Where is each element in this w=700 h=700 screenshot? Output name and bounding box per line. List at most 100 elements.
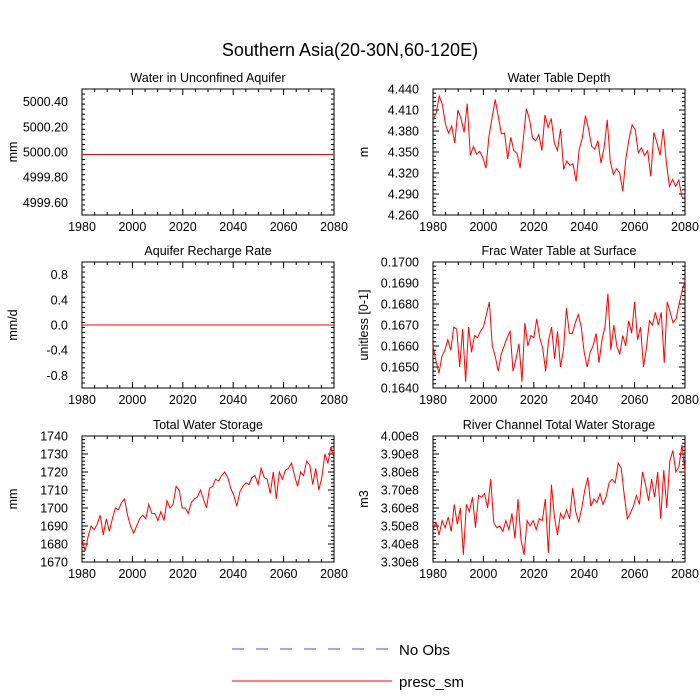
- y-tick-label: 3.50e8: [381, 520, 419, 534]
- y-tick-label: 0.1700: [381, 256, 419, 270]
- x-tick-label: 2060: [621, 393, 649, 407]
- x-tick-label: 2040: [570, 393, 598, 407]
- panel-aquifer-recharge-rate: Aquifer Recharge Rate mm/d 1980 2000 2020 204…: [6, 244, 348, 407]
- panel-water-in-unconfined-aquifer: Water in Unconfined Aquifer mm 1980 2000 202…: [6, 71, 348, 234]
- y-tick-label: 1740: [40, 430, 68, 444]
- x-tick-label: 2040: [219, 393, 247, 407]
- y-tick-label: -0.8: [46, 369, 68, 383]
- y-tick-label: 0.0: [51, 319, 68, 333]
- y-axis-label: mm/d: [6, 309, 20, 340]
- x-tick-label: 2080: [320, 567, 348, 581]
- plot-frame: [432, 261, 686, 389]
- panel-total-water-storage: Total Water Storage mm 1980 2000 2020 2040 206…: [6, 418, 348, 581]
- y-tick-label: 4.440: [388, 83, 419, 97]
- y-tick-label: 4999.80: [23, 171, 68, 185]
- y-tick-label: 1690: [40, 520, 68, 534]
- y-tick-label: 1700: [40, 502, 68, 516]
- x-tick-label: 1980: [419, 567, 447, 581]
- y-tick-label: 5000.00: [23, 146, 68, 160]
- y-tick-label: 1670: [40, 556, 68, 570]
- x-tick-label: 2080: [671, 567, 699, 581]
- series-line-presc-sm: [432, 444, 686, 555]
- y-tick-label: 5000.40: [23, 95, 68, 109]
- y-tick-label: 3.60e8: [381, 502, 419, 516]
- y-tick-label: 3.70e8: [381, 484, 419, 498]
- y-tick-label: 1730: [40, 448, 68, 462]
- y-tick-label: 5000.20: [23, 120, 68, 134]
- x-tick-label: 2060: [621, 567, 649, 581]
- y-tick-label: 0.1640: [381, 382, 419, 396]
- y-tick-label: -0.4: [46, 344, 68, 358]
- panel-title: River Channel Total Water Storage: [463, 418, 656, 432]
- y-tick-label: 4.410: [388, 104, 419, 118]
- series-line-presc-sm: [432, 280, 686, 382]
- x-tick-label: 2020: [169, 220, 197, 234]
- y-tick-label: 0.8: [51, 268, 68, 282]
- y-tick-label: 3.90e8: [381, 448, 419, 462]
- y-tick-label: 1720: [40, 466, 68, 480]
- y-tick-label: 0.1690: [381, 277, 419, 291]
- x-tick-label: 2080: [320, 220, 348, 234]
- x-tick-label: 2060: [270, 567, 298, 581]
- series-line-presc-sm: [81, 446, 335, 552]
- y-axis-label: unitless [0-1]: [357, 290, 371, 361]
- y-tick-label: 0.4: [51, 293, 68, 307]
- legend: No Obs presc_sm: [232, 642, 464, 691]
- panel-water-table-depth: Water Table Depth m 1980 2000 2020 2040 2060 20…: [357, 71, 699, 234]
- x-tick-label: 2000: [118, 393, 146, 407]
- x-tick-label: 1980: [419, 220, 447, 234]
- x-tick-label: 2000: [469, 567, 497, 581]
- panel-title: Total Water Storage: [153, 418, 263, 432]
- x-tick-label: 2080: [671, 393, 699, 407]
- y-tick-label: 4.380: [388, 125, 419, 139]
- legend-label-no-obs: No Obs: [399, 642, 450, 659]
- y-tick-label: 3.40e8: [381, 538, 419, 552]
- plot-frame: [81, 88, 335, 216]
- series-line-presc-sm: [432, 94, 686, 200]
- panel-river-channel-total-water-storage: River Channel Total Water Storage m3 1980 2…: [357, 418, 699, 581]
- x-tick-label: 1980: [68, 567, 96, 581]
- x-tick-label: 2020: [520, 393, 548, 407]
- x-tick-label: 2000: [469, 393, 497, 407]
- y-tick-label: 4.00e8: [381, 430, 419, 444]
- panel-title: Water in Unconfined Aquifer: [130, 71, 285, 85]
- x-tick-label: 2080: [320, 393, 348, 407]
- x-tick-label: 2060: [270, 393, 298, 407]
- y-tick-label: 0.1680: [381, 298, 419, 312]
- x-tick-label: 2040: [219, 220, 247, 234]
- x-tick-label: 2080: [671, 220, 699, 234]
- x-tick-label: 2040: [219, 567, 247, 581]
- y-tick-label: 4999.60: [23, 196, 68, 210]
- y-tick-label: 1680: [40, 538, 68, 552]
- x-tick-label: 2040: [570, 567, 598, 581]
- x-tick-label: 2040: [570, 220, 598, 234]
- panel-title: Frac Water Table at Surface: [482, 244, 637, 258]
- panels: Water in Unconfined Aquifer mm 1980 2000 202…: [6, 71, 699, 581]
- x-tick-label: 2020: [169, 393, 197, 407]
- x-tick-label: 2060: [270, 220, 298, 234]
- x-tick-label: 2000: [469, 220, 497, 234]
- figure-title: Southern Asia(20-30N,60-120E): [222, 40, 478, 60]
- x-tick-label: 1980: [419, 393, 447, 407]
- panel-frac-water-table-at-surface: Frac Water Table at Surface unitless [0-1…: [357, 244, 699, 407]
- y-tick-label: 4.290: [388, 188, 419, 202]
- y-axis-label: mm: [6, 489, 20, 510]
- x-tick-label: 2060: [621, 220, 649, 234]
- panel-title: Aquifer Recharge Rate: [144, 244, 271, 258]
- y-tick-label: 4.320: [388, 167, 419, 181]
- x-tick-label: 2020: [520, 567, 548, 581]
- y-tick-label: 3.80e8: [381, 466, 419, 480]
- y-tick-label: 3.30e8: [381, 556, 419, 570]
- y-tick-label: 1710: [40, 484, 68, 498]
- y-tick-label: 0.1660: [381, 340, 419, 354]
- plot-frame: [432, 435, 686, 563]
- x-tick-label: 2000: [118, 220, 146, 234]
- y-tick-label: 0.1670: [381, 319, 419, 333]
- x-tick-label: 1980: [68, 393, 96, 407]
- y-axis-label: mm: [6, 142, 20, 163]
- y-tick-label: 0.1650: [381, 361, 419, 375]
- x-tick-label: 2020: [169, 567, 197, 581]
- y-tick-label: 4.350: [388, 146, 419, 160]
- y-axis-label: m3: [357, 490, 371, 507]
